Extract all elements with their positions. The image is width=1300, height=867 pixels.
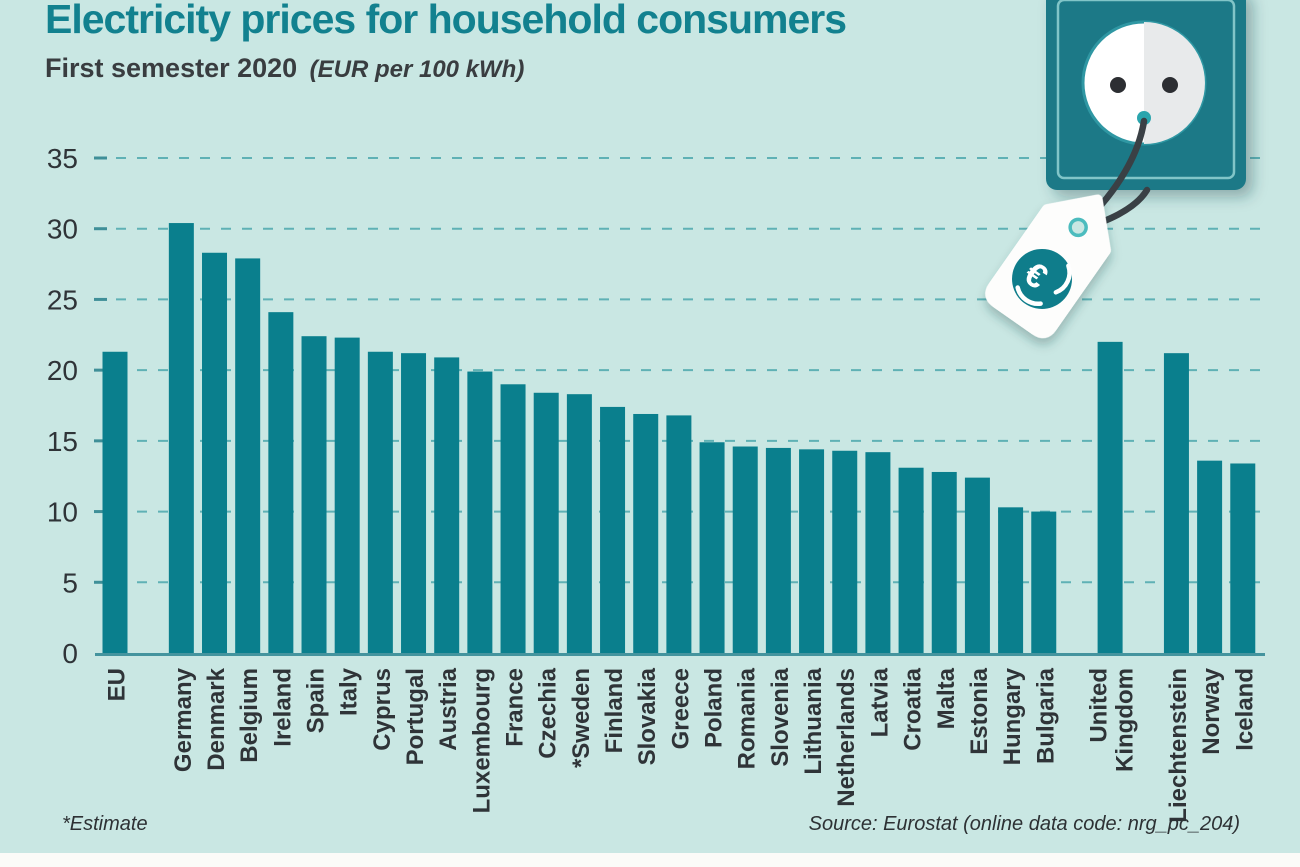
bar-lithuania [799,449,825,653]
x-axis-label-ireland: Ireland [269,668,296,747]
bar-iceland [1230,463,1256,653]
x-axis-label-sweden: *Sweden [568,668,595,768]
bar-slovenia [765,447,791,653]
bar-france [500,384,526,653]
x-axis-label-slovenia: Slovenia [767,667,794,766]
x-axis-label-latvia: Latvia [866,667,893,737]
y-axis-label-20: 20 [47,355,78,386]
bar-luxembourg [467,371,493,653]
bar-finland [600,406,626,653]
x-axis-label-greece: Greece [667,668,694,749]
x-axis-label-denmark: Denmark [203,667,230,770]
bar-bulgaria [1031,511,1057,653]
x-axis-label-eu: EU [104,668,131,701]
x-axis-label-france: France [502,668,529,747]
bar-germany [168,223,194,653]
x-axis-label-norway: Norway [1198,667,1225,754]
bar-austria [434,357,460,653]
x-axis-label-italy: Italy [336,667,363,716]
x-axis-label-luxembourg: Luxembourg [468,668,495,813]
y-axis-label-25: 25 [47,284,78,315]
x-axis-label-united-kingdom: Kingdom [1112,668,1139,772]
x-axis-label-czechia: Czechia [535,667,562,758]
bar-portugal [401,353,427,653]
y-axis-label-0: 0 [62,638,78,669]
y-axis-label-5: 5 [62,567,78,598]
bar-belgium [235,258,261,653]
bar-italy [334,337,360,653]
x-axis-label-liechtenstein: Liechtenstein [1165,668,1192,823]
bar-czechia [533,392,559,653]
x-axis-label-portugal: Portugal [402,668,429,765]
x-axis-label-hungary: Hungary [999,667,1026,765]
x-axis-label-germany: Germany [170,667,197,772]
x-axis-label-netherlands: Netherlands [833,668,860,807]
bar-croatia [898,467,924,653]
x-axis-label-lithuania: Lithuania [800,667,827,774]
x-axis-label-slovakia: Slovakia [634,667,661,765]
source-note: Source: Eurostat (online data code: nrg_… [808,813,1240,835]
bar-estonia [964,477,990,653]
bar-united-kingdom [1097,341,1123,653]
bar-sweden [566,394,592,653]
y-axis-label-10: 10 [47,497,78,528]
x-axis-label-cyprus: Cyprus [369,668,396,751]
bar-ireland [268,312,294,653]
x-axis-label-bulgaria: Bulgaria [1032,667,1059,764]
page-subtitle: First semester 2020 (EUR per 100 kWh) [45,53,524,84]
x-axis-label-iceland: Iceland [1231,668,1258,751]
bar-hungary [998,507,1024,653]
x-axis-label-romania: Romania [734,667,761,769]
x-axis-label-spain: Spain [303,668,330,733]
y-axis-label-15: 15 [47,426,78,457]
x-axis-label-poland: Poland [701,668,728,748]
estimate-note: *Estimate [62,813,148,835]
y-axis-label-30: 30 [47,214,78,245]
subtitle-period: First semester 2020 [45,53,298,83]
bar-spain [301,336,327,653]
bar-netherlands [832,450,858,653]
bar-cyprus [367,351,393,653]
bar-romania [732,446,758,653]
x-axis-label-belgium: Belgium [236,668,263,763]
x-axis-label-croatia: Croatia [900,667,927,750]
bar-slovakia [633,413,659,653]
bar-denmark [202,252,228,653]
y-axis-label-35: 35 [47,143,78,174]
bar-greece [666,415,692,653]
bar-latvia [865,452,891,653]
x-axis-label-united-kingdom: United [1086,668,1113,743]
bar-malta [931,471,957,653]
bar-eu [102,351,128,653]
bar-poland [699,442,725,653]
bar-liechtenstein [1163,353,1189,653]
x-axis-label-estonia: Estonia [966,667,993,754]
page-title: Electricity prices for household consume… [45,0,847,42]
subtitle-unit: (EUR per 100 kWh) [309,56,525,83]
bar-norway [1197,460,1223,653]
bottom-strip [0,853,1300,867]
x-axis-label-finland: Finland [601,668,628,753]
x-axis-label-austria: Austria [435,667,462,750]
x-axis-label-malta: Malta [933,667,960,729]
